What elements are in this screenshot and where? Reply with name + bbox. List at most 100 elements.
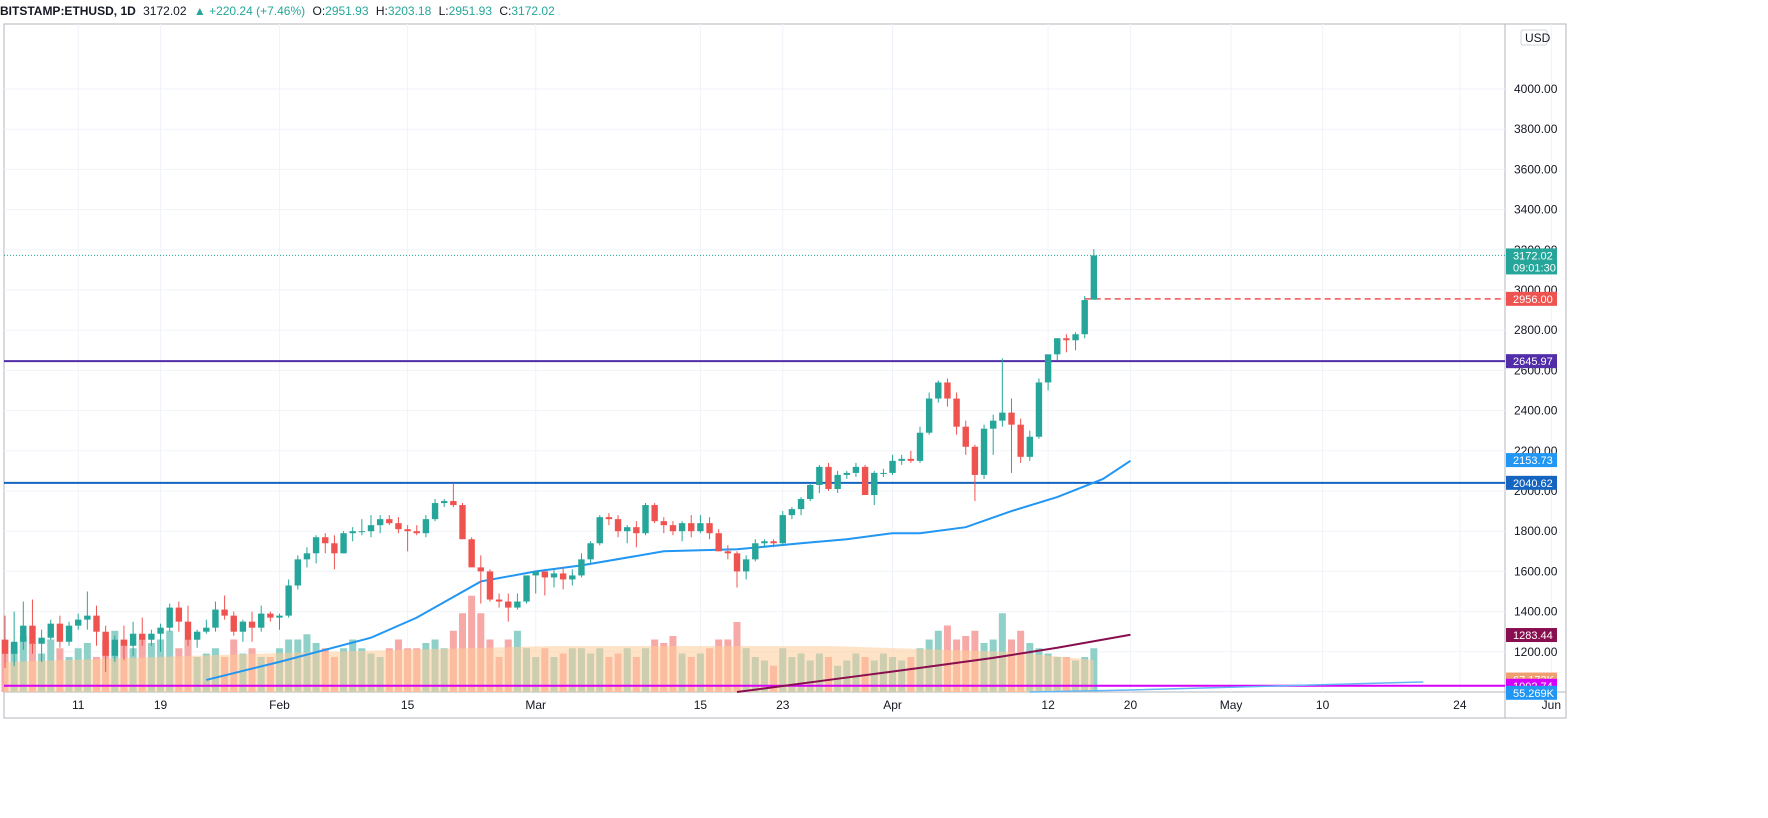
candle-body xyxy=(999,412,1006,421)
x-tick-label: Mar xyxy=(525,698,546,712)
ma-blue-line xyxy=(206,460,1132,681)
candle-body xyxy=(962,426,969,447)
price-label-box xyxy=(1506,475,1557,490)
candle-body xyxy=(880,472,887,474)
candle-body xyxy=(578,559,585,576)
candle-body xyxy=(258,613,265,628)
candle-body xyxy=(422,519,430,534)
candle-body xyxy=(678,523,686,532)
x-tick-label: 23 xyxy=(776,698,790,712)
candle-body xyxy=(203,627,210,632)
candle-body xyxy=(1090,255,1098,300)
candle-body xyxy=(605,517,613,520)
high-label: H: xyxy=(375,4,388,18)
candle-body xyxy=(651,505,658,522)
candle-body xyxy=(1035,382,1043,437)
candle-body xyxy=(505,601,512,608)
x-tick-label: 10 xyxy=(1316,698,1330,712)
candle-body xyxy=(285,585,292,616)
candle-body xyxy=(971,446,979,475)
candle-body xyxy=(724,551,732,554)
candle-body xyxy=(669,525,677,532)
candle-body xyxy=(239,621,247,632)
price-label-text: 2645.97 xyxy=(1513,356,1553,368)
price-label-text: 3172.02 xyxy=(1513,250,1553,262)
candle-body xyxy=(935,382,942,399)
candle-body xyxy=(1063,338,1070,341)
y-tick-label: 3800.00 xyxy=(1514,122,1558,136)
candle-body xyxy=(1081,300,1088,335)
x-tick-label: 20 xyxy=(1124,698,1138,712)
candle-body xyxy=(861,466,869,496)
y-tick-label: 4000.00 xyxy=(1514,82,1558,96)
candle-body xyxy=(688,523,695,532)
price-change: ▲ +220.24 (+7.46%) xyxy=(193,4,306,18)
last-price: 3172.02 xyxy=(143,4,187,18)
low-label: L: xyxy=(438,4,449,18)
ma-maroon-line xyxy=(736,633,1131,693)
candle-body xyxy=(148,633,155,640)
candle-body xyxy=(1054,338,1061,355)
price-label-text: 1283.44 xyxy=(1513,630,1553,642)
candle-body xyxy=(596,517,603,544)
candle-body xyxy=(459,505,466,540)
candle-body xyxy=(340,533,347,554)
candle-body xyxy=(807,484,814,500)
candle-body xyxy=(514,601,521,608)
x-tick-label: 24 xyxy=(1453,698,1467,712)
candle-body xyxy=(660,521,667,526)
candle-body xyxy=(633,527,640,534)
open-value: 2951.93 xyxy=(325,4,369,18)
candle-body xyxy=(175,607,183,622)
x-tick-label: Jun xyxy=(1542,698,1561,712)
candle-body xyxy=(20,625,27,642)
candle-body xyxy=(166,607,173,628)
candle-body xyxy=(303,553,311,560)
candle-body xyxy=(797,499,805,510)
candle-body xyxy=(441,501,448,504)
price-label-box xyxy=(1506,248,1557,275)
candle-body xyxy=(248,621,256,628)
chart-frame xyxy=(3,23,1567,719)
close-value: 3172.02 xyxy=(511,4,555,18)
candle-body xyxy=(733,553,741,572)
candle-body xyxy=(898,458,905,461)
candle-body xyxy=(523,575,530,602)
high-value: 3203.18 xyxy=(387,4,432,18)
price-label-box xyxy=(1506,453,1557,468)
candle-body xyxy=(752,543,759,560)
price-label-box xyxy=(1506,291,1557,306)
candle-body xyxy=(495,599,503,602)
candle-body xyxy=(761,541,768,544)
candle-body xyxy=(75,619,82,626)
symbol-label[interactable]: BITSTAMP:ETHUSD, 1D xyxy=(0,4,136,18)
candle-body xyxy=(788,509,796,516)
horizontal-levels[interactable] xyxy=(4,254,1505,687)
price-label-box xyxy=(1506,628,1557,643)
candle-body xyxy=(367,525,375,532)
candle-body xyxy=(715,533,722,552)
candle-body xyxy=(825,466,832,489)
candle-body xyxy=(742,559,750,572)
candle-body xyxy=(1008,412,1015,425)
candle-body xyxy=(212,609,219,628)
candle-body xyxy=(889,460,896,473)
candle-body xyxy=(834,474,841,489)
x-tick-label: 19 xyxy=(154,698,168,712)
candle-body xyxy=(852,466,860,473)
candle-body xyxy=(386,519,393,524)
candle-body xyxy=(331,543,338,554)
y-tick-label: 3400.00 xyxy=(1514,203,1558,217)
candle-body xyxy=(29,625,36,644)
price-label-subtext: 09:01:30 xyxy=(1513,262,1556,274)
currency-badge[interactable] xyxy=(1520,29,1548,46)
currency-label: USD xyxy=(1525,31,1551,45)
candle-body xyxy=(587,543,594,560)
candle-body xyxy=(843,472,850,475)
candle-body xyxy=(193,631,201,640)
candle-body xyxy=(550,573,558,578)
time-axis[interactable]: 11 19 Feb 15 Mar 15 23 Apr 12 20 May 10 24 Jun xyxy=(72,698,1561,712)
candle-body xyxy=(38,637,45,644)
candlesticks xyxy=(1,249,1098,672)
